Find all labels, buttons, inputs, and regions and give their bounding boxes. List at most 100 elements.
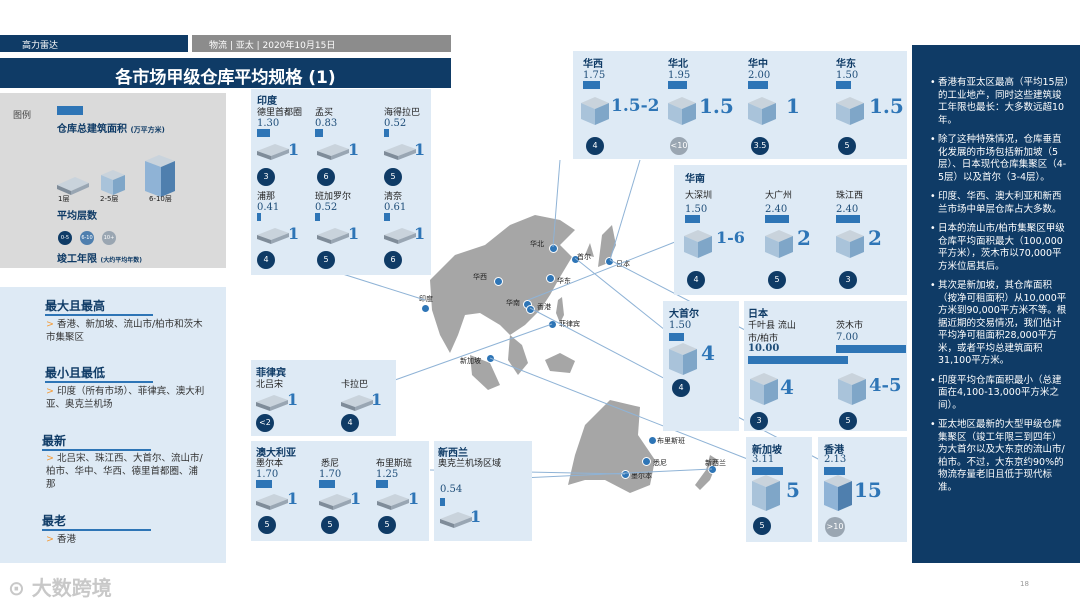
city-melbourne: 墨尔本 1.70 xyxy=(256,456,283,488)
note-7: 亚太地区最新的大型甲级仓库集聚区（竣工年限三到四年）为大首尔以及大东京的流山市/… xyxy=(930,419,1070,494)
india-panel: 印度 德里首都圈 1.30 孟买 0.83 海得拉巴 0.52 浦那 0.41 … xyxy=(251,89,431,275)
city-pearl-river-west: 珠江西 2.40 xyxy=(836,188,863,223)
summary-oldest-text: > 香港 xyxy=(46,534,76,545)
warehouse-1-floor-icon xyxy=(319,494,351,510)
pin-japan[interactable] xyxy=(605,257,614,266)
area-bar xyxy=(836,81,851,89)
area-bar xyxy=(319,480,335,488)
floors-value: 4-5 xyxy=(869,375,902,396)
map-label-ph: 菲律宾 xyxy=(559,320,580,328)
age-badge-6-10: 6-10 xyxy=(80,231,94,245)
floors-value: 1 xyxy=(348,224,360,243)
sg-area: 3.11 xyxy=(752,454,775,465)
age-badge: 4 xyxy=(672,379,690,397)
map-label-sydney: 悉尼 xyxy=(653,459,667,467)
floors-value: 1 xyxy=(414,140,426,159)
pin-east-china[interactable] xyxy=(546,274,555,283)
floors-value: 1.5-2 xyxy=(611,96,660,116)
area-bar xyxy=(384,213,390,221)
city-mumbai: 孟买 0.83 xyxy=(315,105,337,137)
pin-north-china[interactable] xyxy=(549,244,558,253)
summary-oldest: 最老 xyxy=(42,510,152,531)
pin-india[interactable] xyxy=(421,304,430,313)
floors-value: 1 xyxy=(470,507,482,526)
age-badge: 3 xyxy=(257,168,275,186)
singapore-panel: 新加坡 3.11 5 5 xyxy=(746,437,812,542)
floor-3-label: 6-10层 xyxy=(149,195,172,203)
area-bar xyxy=(752,467,783,475)
floors-value: 15 xyxy=(854,478,882,502)
age-badge: 4 xyxy=(687,271,705,289)
pin-sydney[interactable] xyxy=(642,457,651,466)
map-label-west: 华西 xyxy=(473,273,487,281)
summary-largest-text: > 香港、新加坡、流山市/柏市和茨木市集聚区 xyxy=(46,319,203,343)
city-calabarzon: 卡拉巴 xyxy=(341,380,369,390)
floors-value: 1 xyxy=(287,489,299,508)
age-badge: 6 xyxy=(317,168,335,186)
age-badge: >10 xyxy=(825,517,845,537)
meta-text: 物流 | 亚太 | 2020年10月15日 xyxy=(209,41,336,51)
area-bar xyxy=(256,480,272,488)
summary-newest-text: > 北吕宋、珠江西、大首尔、流山市/柏市、华中、华西、德里首都圈、浦那 xyxy=(46,453,203,490)
region-huaxi: 华西 1.75 xyxy=(583,55,605,89)
note-4: 日本的流山市/柏市集聚区甲级仓库平均面积最大（100,000平方米），茨木市以7… xyxy=(930,223,1070,273)
floors-value: 1 xyxy=(288,224,300,243)
pin-brisbane[interactable] xyxy=(648,436,657,445)
age-badge: 3.5 xyxy=(751,137,769,155)
city-pune: 浦那 0.41 xyxy=(257,189,279,221)
floors-legend-icons xyxy=(57,155,175,197)
floors-value: 1-6 xyxy=(716,228,745,247)
city-guangzhou: 大广州 2.40 xyxy=(765,188,792,223)
floor-1-label: 1层 xyxy=(58,195,70,203)
region-huadong: 华东 1.50 xyxy=(836,55,858,89)
note-5: 其次是新加坡，其仓库面积（按净可租面积）从10,000平方米到90,000平方米… xyxy=(930,280,1070,368)
warehouse-1-floor-icon xyxy=(257,144,289,160)
nz-area: 0.54 xyxy=(440,484,463,495)
warehouse-2-5-floor-icon xyxy=(838,373,866,405)
map-label-south: 华南 xyxy=(506,299,520,307)
seoul-panel: 大首尔 1.50 4 4 xyxy=(663,301,739,431)
pin-singapore[interactable] xyxy=(486,354,495,363)
pin-philippines[interactable] xyxy=(548,320,557,329)
city-north-luzon: 北吕宋 xyxy=(256,380,284,390)
area-bar xyxy=(748,356,848,364)
age-badge: 4 xyxy=(586,137,604,155)
floors-value: 2 xyxy=(868,226,882,250)
floors-value: 1 xyxy=(371,390,383,409)
legend-floors-title: 平均层数 xyxy=(57,211,97,222)
seoul-region: 大首尔 xyxy=(669,309,699,320)
area-bar xyxy=(836,215,860,223)
city-chennai: 清奈 0.61 xyxy=(384,189,406,221)
nz-sub: 奥克兰机场区域 xyxy=(438,459,502,469)
nagareyama-area: 10.00 xyxy=(748,343,780,354)
area-bar xyxy=(384,129,389,137)
city-ibaraki: 茨木市 xyxy=(836,321,864,331)
legend-panel: 图例 仓库总建筑面积 (万平方米) 1层 2-5层 6-10层 平均层数 0-5… xyxy=(0,93,226,268)
map-label-sg: 新加坡 xyxy=(460,357,481,365)
warehouse-2-5-floor-icon xyxy=(750,373,778,405)
page-number: 18 xyxy=(1020,580,1029,588)
pin-melbourne[interactable] xyxy=(621,470,630,479)
summary-newest: 最新 xyxy=(42,430,152,451)
age-badge: 5 xyxy=(378,516,396,534)
hk-area: 2.13 xyxy=(824,454,847,465)
seoul-area: 1.50 xyxy=(669,320,692,331)
floors-value: 1.5 xyxy=(869,94,904,118)
age-badge: 5 xyxy=(753,517,771,535)
australia-panel: 澳大利亚 墨尔本 1.70 悉尼 1.70 布里斯班 1.25 1 1 1 5 … xyxy=(251,441,429,541)
ibaraki-area: 7.00 xyxy=(836,332,859,343)
warehouse-2-5-floor-icon xyxy=(101,170,125,195)
warehouse-2-5-floor-icon xyxy=(836,97,864,125)
floors-value: 1.5 xyxy=(699,94,734,118)
floors-value: 1 xyxy=(288,140,300,159)
area-bar xyxy=(765,215,789,223)
legend-age-title: 竣工年限 (大约平均年数) xyxy=(57,254,142,265)
floor-2-label: 2-5层 xyxy=(100,195,119,203)
warehouse-1-floor-icon xyxy=(257,228,289,244)
pin-west-china[interactable] xyxy=(494,277,503,286)
warehouse-2-5-floor-icon xyxy=(668,97,696,125)
map-label-japan: 日本 xyxy=(616,260,630,268)
area-bar xyxy=(257,213,261,221)
pin-hong-kong[interactable] xyxy=(526,305,535,314)
area-bar xyxy=(748,81,768,89)
